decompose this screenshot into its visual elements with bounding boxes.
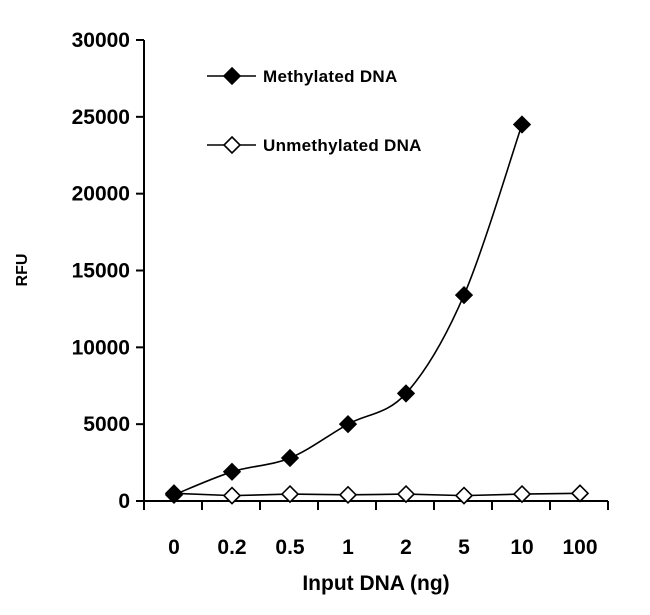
legend-marker [222,66,242,86]
x-tick-label: 2 [400,536,412,559]
legend: Methylated DNA Unmethylated DNA [207,66,422,155]
y-axis-title: RFU [14,254,31,287]
unmethylated-series-line [173,492,581,497]
x-tick-label: 0.5 [275,536,305,559]
methylated-point [280,448,300,468]
y-tick-label: 0 [118,490,130,513]
x-tick-label: 10 [510,536,533,559]
unmethylated-point [570,484,590,503]
unmethylated-point [280,484,300,504]
series-layer [164,115,590,505]
y-tick-label: 30000 [72,29,130,52]
legend-marker [222,135,242,155]
x-tick-label: 1 [342,536,354,559]
methylated-point [396,384,416,403]
x-tick-label: 100 [562,536,597,559]
y-tick-label: 10000 [72,336,130,359]
methylated-point [454,285,474,305]
y-tick-label: 5000 [83,413,130,436]
unmethylated-point [454,486,474,505]
legend-label-unmethylated: Unmethylated DNA [263,136,422,155]
y-tick-label: 20000 [72,183,130,206]
y-tick-label: 15000 [72,260,130,283]
x-tick-label: 0.2 [217,536,246,559]
unmethylated-point [512,484,532,504]
methylated-series-line [173,124,523,496]
unmethylated-point [222,486,242,505]
x-tick-label: 5 [458,536,470,559]
y-tick-label: 25000 [72,106,130,129]
methylated-point [512,115,532,134]
methylated-point [338,415,358,434]
unmethylated-point [338,485,358,504]
methylated-point [164,485,184,504]
axes: 0 5000 10000 15000 20000 25000 30000 0 0.2 0.5 1 2 5… [72,29,609,559]
x-axis-title: Input DNA (ng) [302,572,449,595]
legend-label-methylated: Methylated DNA [263,67,398,86]
unmethylated-point [396,484,416,504]
x-tick-label: 0 [168,536,180,559]
methylated-point [222,462,242,481]
